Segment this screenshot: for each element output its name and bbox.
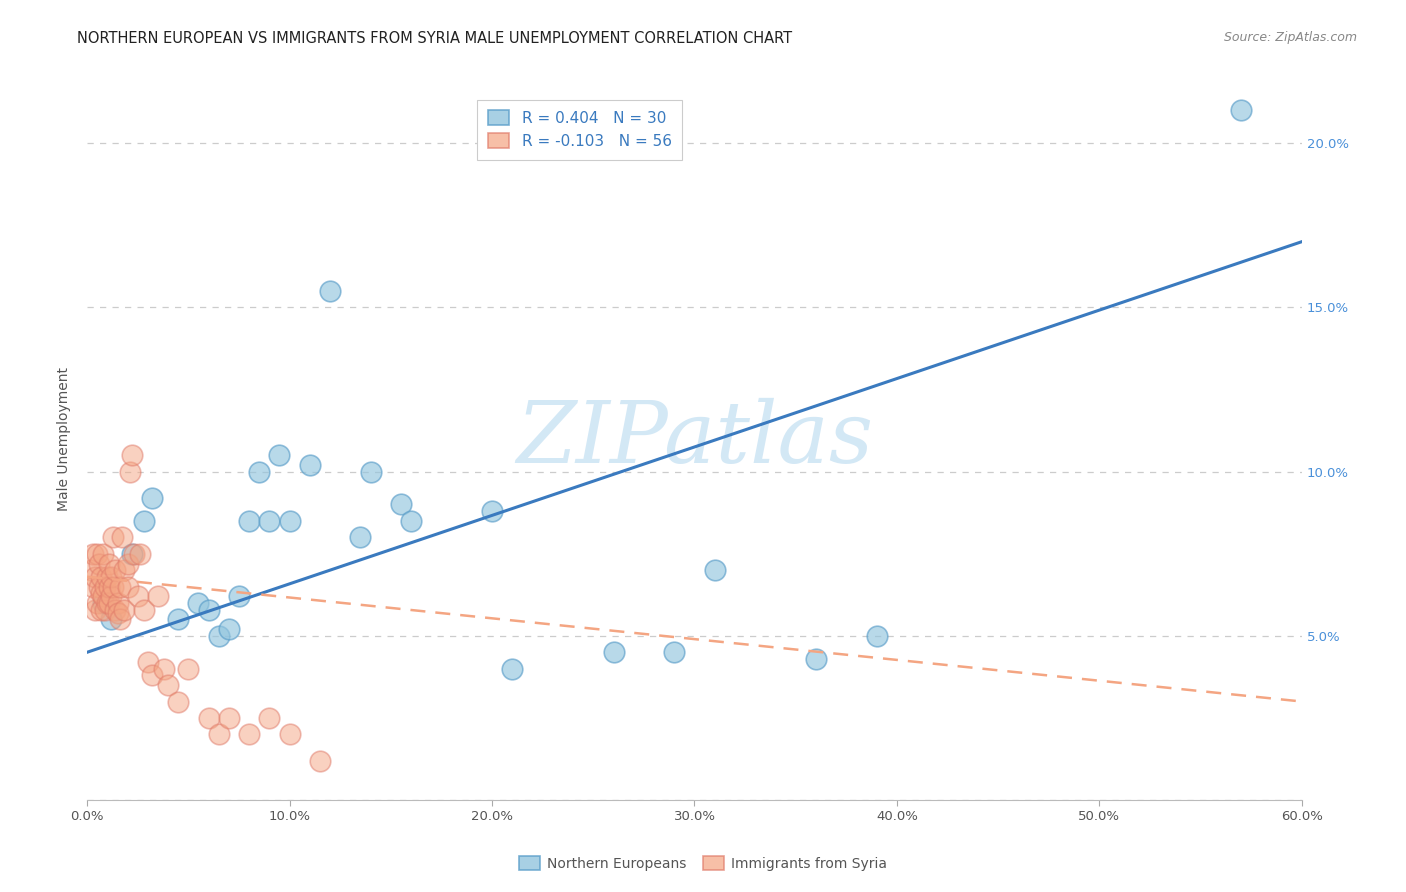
Point (319, 284, 342, 298)
Point (278, 727, 301, 741)
Point (96, 596, 118, 610)
Point (98, 596, 121, 610)
Point (177, 662, 200, 676)
Point (100, 612, 122, 626)
Point (110, 530, 132, 544)
Point (86, 596, 108, 610)
Point (141, 668, 163, 682)
Point (309, 754, 332, 768)
Point (93, 596, 115, 610)
Point (104, 563, 127, 577)
Point (103, 580, 125, 594)
Text: Source: ZipAtlas.com: Source: ZipAtlas.com (1223, 31, 1357, 45)
Point (278, 514, 301, 528)
Point (117, 580, 139, 594)
Point (86, 547, 108, 561)
Point (94, 580, 117, 594)
Point (84, 602, 107, 616)
Point (107, 606, 129, 620)
Legend: R = 0.404   N = 30, R = -0.103   N = 56: R = 0.404 N = 30, R = -0.103 N = 56 (478, 100, 682, 160)
Point (80, 563, 103, 577)
Point (112, 563, 135, 577)
Legend: Northern Europeans, Immigrants from Syria: Northern Europeans, Immigrants from Syri… (513, 851, 893, 876)
Point (117, 557, 139, 571)
Point (90, 602, 112, 616)
Point (94, 602, 117, 616)
Point (157, 678, 180, 692)
Point (247, 465, 270, 479)
Point (804, 652, 827, 666)
Point (197, 711, 219, 725)
Point (100, 570, 122, 584)
Point (98, 580, 121, 594)
Point (187, 596, 209, 610)
Point (107, 596, 129, 610)
Point (389, 498, 412, 512)
Point (238, 727, 260, 741)
Point (218, 622, 240, 636)
Point (121, 547, 143, 561)
Point (360, 465, 382, 479)
Point (84, 570, 107, 584)
Point (103, 530, 125, 544)
Point (136, 655, 159, 669)
Point (82, 580, 104, 594)
Point (238, 514, 260, 528)
Point (349, 530, 371, 544)
Point (104, 602, 127, 616)
Point (127, 590, 149, 604)
Point (89, 557, 111, 571)
Point (866, 629, 889, 643)
Point (132, 514, 155, 528)
Point (167, 694, 190, 708)
Point (98, 557, 121, 571)
Point (146, 590, 169, 604)
Point (121, 448, 143, 462)
Point (481, 504, 503, 518)
Point (112, 602, 135, 616)
Text: ZIPatlas: ZIPatlas (516, 398, 873, 480)
Point (100, 590, 122, 604)
Point (228, 590, 250, 604)
Point (132, 602, 155, 616)
Point (259, 711, 281, 725)
Point (208, 629, 231, 643)
Point (501, 662, 523, 676)
Point (82, 547, 104, 561)
Point (153, 662, 176, 676)
Point (141, 491, 163, 505)
Point (664, 645, 686, 659)
Text: NORTHERN EUROPEAN VS IMMIGRANTS FROM SYRIA MALE UNEMPLOYMENT CORRELATION CHART: NORTHERN EUROPEAN VS IMMIGRANTS FROM SYR… (77, 31, 793, 46)
Point (218, 711, 240, 725)
Point (108, 612, 131, 626)
Point (93, 590, 115, 604)
Point (90, 586, 112, 600)
Point (1230, 103, 1253, 118)
Point (128, 547, 150, 561)
Point (89, 580, 111, 594)
Point (122, 547, 145, 561)
Point (298, 458, 321, 472)
Point (90, 570, 112, 584)
Y-axis label: Male Unemployment: Male Unemployment (58, 367, 72, 511)
Point (197, 602, 219, 616)
Point (208, 727, 231, 741)
Point (167, 612, 190, 626)
Point (259, 514, 281, 528)
Point (703, 563, 725, 577)
Point (269, 448, 291, 462)
Point (399, 514, 422, 528)
Point (118, 465, 141, 479)
Point (602, 645, 624, 659)
Point (108, 580, 131, 594)
Point (93, 547, 115, 561)
Point (96, 570, 118, 584)
